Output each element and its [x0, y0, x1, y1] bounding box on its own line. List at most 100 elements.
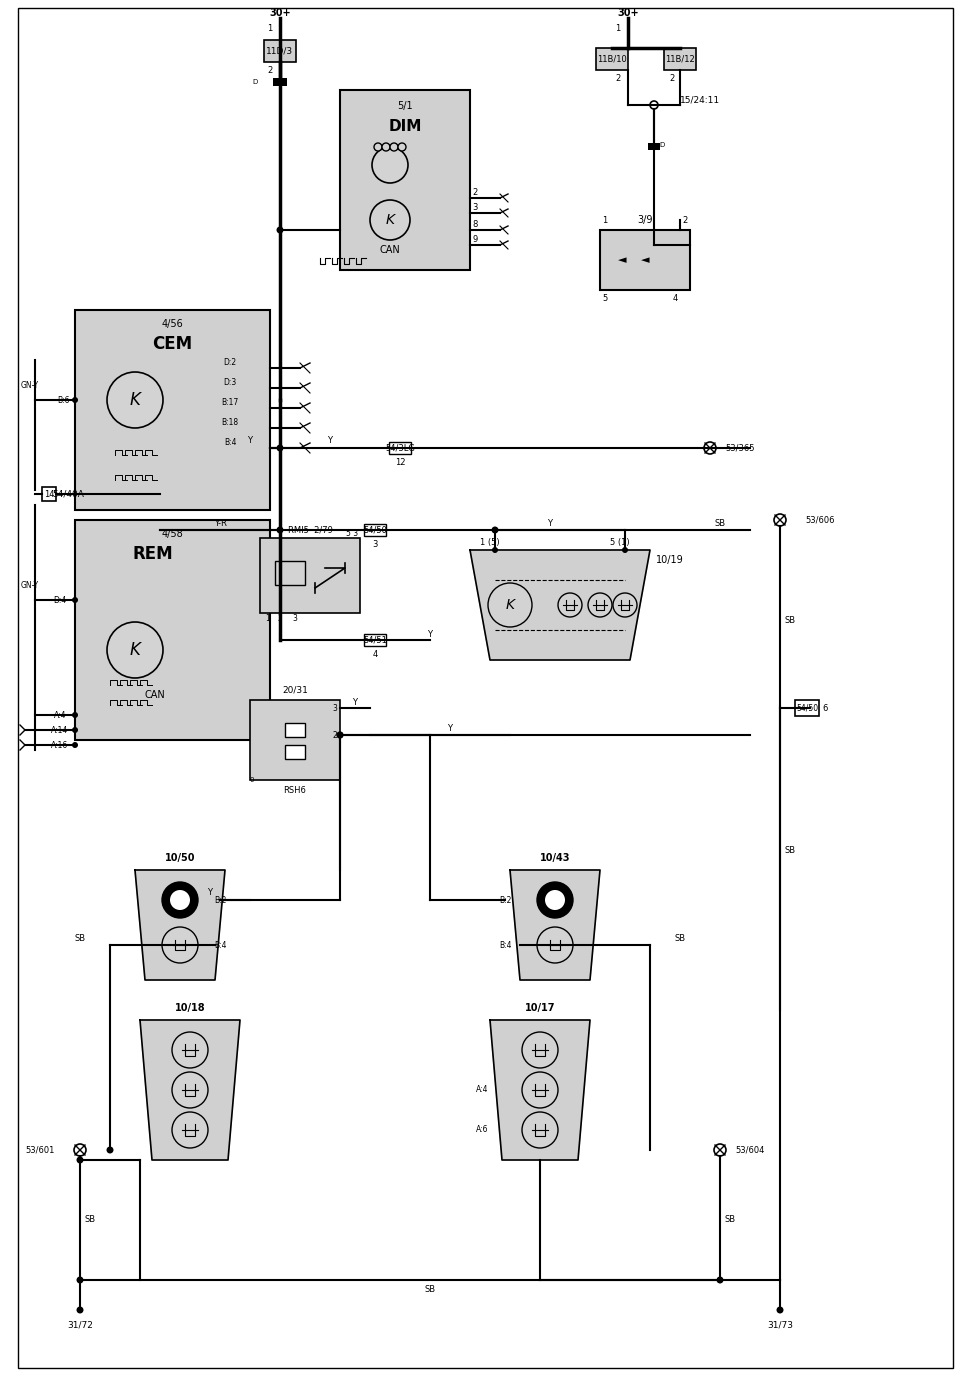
Circle shape: [713, 1143, 726, 1156]
Circle shape: [170, 890, 190, 910]
Text: 31/73: 31/73: [766, 1321, 792, 1329]
Text: REM: REM: [132, 545, 173, 563]
Circle shape: [536, 882, 573, 918]
Circle shape: [172, 1072, 208, 1108]
Bar: [273, 78, 286, 87]
Text: 1: 1: [265, 614, 270, 622]
Text: B:6: B:6: [57, 395, 69, 405]
Circle shape: [374, 143, 382, 151]
Text: 4/58: 4/58: [161, 528, 184, 539]
Bar: [284, 744, 305, 760]
Circle shape: [77, 1156, 84, 1164]
Text: 3: 3: [292, 614, 297, 622]
Text: D:4: D:4: [53, 596, 66, 604]
Text: A:6: A:6: [476, 1126, 488, 1134]
Text: 12: 12: [394, 457, 405, 466]
Text: A:4: A:4: [54, 710, 66, 720]
Circle shape: [522, 1032, 557, 1068]
Text: 5/1: 5/1: [397, 100, 412, 111]
Text: A:16: A:16: [51, 740, 68, 750]
Circle shape: [72, 711, 78, 718]
Text: CAN: CAN: [144, 689, 165, 700]
Bar: [284, 722, 305, 738]
Circle shape: [336, 732, 343, 739]
Text: D: D: [252, 78, 258, 85]
Circle shape: [536, 927, 573, 963]
Circle shape: [487, 583, 531, 627]
Circle shape: [372, 147, 407, 183]
Text: 53/606: 53/606: [804, 516, 834, 524]
Text: 54/51: 54/51: [362, 636, 386, 644]
Circle shape: [587, 593, 611, 616]
Text: 2: 2: [333, 731, 337, 739]
Text: CEM: CEM: [152, 334, 192, 354]
Circle shape: [389, 143, 398, 151]
Text: SB: SB: [783, 615, 795, 625]
Circle shape: [522, 1072, 557, 1108]
Text: DIM: DIM: [388, 118, 421, 133]
Bar: [794, 700, 818, 716]
Text: 5 (1): 5 (1): [609, 538, 629, 546]
Text: 10/43: 10/43: [539, 853, 570, 863]
Text: 5: 5: [602, 293, 607, 303]
Bar: [250, 700, 339, 780]
Text: SB: SB: [85, 1215, 95, 1225]
Text: 10/18: 10/18: [175, 1003, 205, 1013]
Bar: [600, 230, 689, 290]
Circle shape: [382, 143, 389, 151]
Circle shape: [557, 593, 581, 616]
Text: Y: Y: [327, 435, 333, 444]
Text: Y: Y: [447, 724, 452, 732]
Text: 1: 1: [615, 23, 620, 33]
Text: 30+: 30+: [269, 8, 290, 18]
Circle shape: [74, 1143, 86, 1156]
Text: Y: Y: [247, 435, 252, 444]
Text: B:2: B:2: [213, 896, 226, 904]
Polygon shape: [489, 1020, 589, 1160]
Text: SB: SB: [424, 1285, 435, 1295]
Text: B:4: B:4: [498, 941, 510, 949]
Text: GN-Y: GN-Y: [21, 581, 39, 589]
Text: 11B/12: 11B/12: [664, 55, 694, 63]
Bar: [363, 524, 385, 537]
Text: 11B/10: 11B/10: [597, 55, 627, 63]
Text: 3: 3: [472, 202, 478, 212]
Bar: [388, 442, 410, 454]
Bar: [75, 310, 270, 510]
Text: 3: 3: [333, 703, 337, 713]
Text: B:18: B:18: [221, 417, 238, 427]
Circle shape: [703, 442, 715, 454]
Text: 2: 2: [681, 216, 687, 224]
Text: D:3: D:3: [223, 377, 236, 387]
Circle shape: [491, 548, 498, 553]
Text: 4/56: 4/56: [161, 319, 184, 329]
Bar: [363, 634, 385, 645]
Text: 10/17: 10/17: [524, 1003, 554, 1013]
Circle shape: [161, 882, 198, 918]
Text: ◄: ◄: [640, 255, 649, 266]
Text: 1 (5): 1 (5): [480, 538, 500, 546]
Circle shape: [72, 727, 78, 733]
Text: 54/3LG: 54/3LG: [384, 443, 414, 453]
Polygon shape: [470, 550, 650, 660]
Bar: [42, 487, 56, 501]
Polygon shape: [509, 870, 600, 980]
Text: 54/50: 54/50: [362, 526, 386, 534]
Text: 3/9: 3/9: [636, 215, 653, 226]
Circle shape: [107, 372, 162, 428]
Text: 20/31: 20/31: [282, 685, 308, 695]
Bar: [663, 48, 695, 70]
Circle shape: [172, 1112, 208, 1148]
Text: CAN: CAN: [380, 245, 400, 255]
Text: Y: Y: [547, 519, 552, 527]
Circle shape: [622, 548, 628, 553]
Text: 54/40A: 54/40A: [52, 490, 84, 498]
Circle shape: [172, 1032, 208, 1068]
Text: 2: 2: [472, 187, 477, 197]
Text: 53/604: 53/604: [734, 1145, 764, 1154]
Text: B:4: B:4: [224, 438, 236, 446]
Circle shape: [77, 1277, 84, 1284]
Circle shape: [716, 1277, 723, 1284]
Text: Y: Y: [427, 629, 432, 638]
Text: K: K: [505, 599, 514, 612]
